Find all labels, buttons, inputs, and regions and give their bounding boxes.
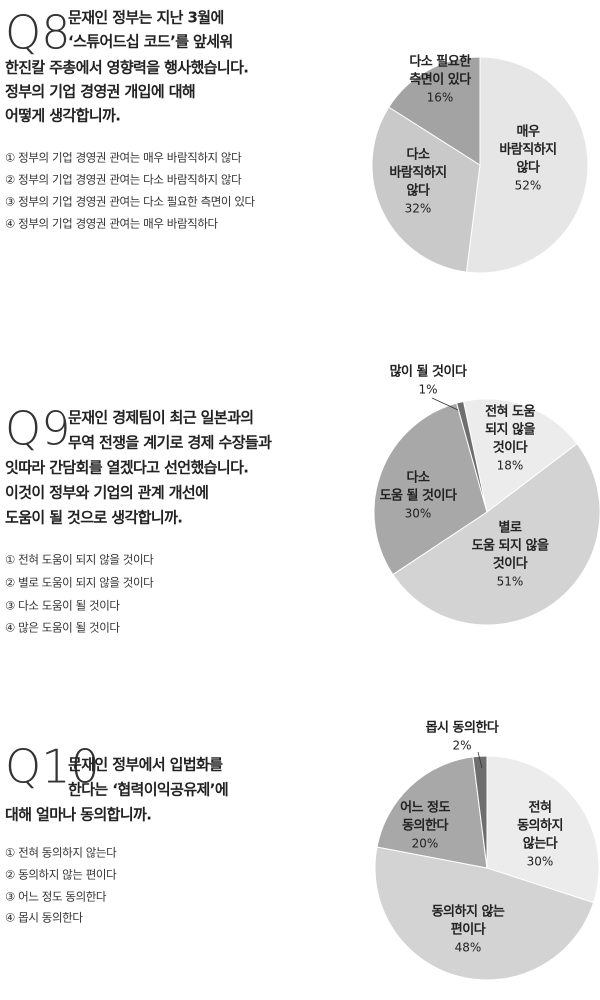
slice-label: 다소 <box>407 147 430 163</box>
slice-label: 어느 정도 <box>400 800 450 816</box>
question-line: 도움이 될 것으로 생각합니까. <box>5 509 182 527</box>
slice-label: 많이 될 것이다 <box>390 364 467 380</box>
question-line: 어떻게 생각합니까. <box>5 107 120 125</box>
slice-label: 전혀 도움 <box>485 404 535 420</box>
question-line: 무역 전쟁을 계기로 경제 수장들과 <box>68 434 272 452</box>
slice-label: 다소 필요한 <box>409 54 471 70</box>
slice-label: 않다 <box>407 183 430 199</box>
leader-line <box>477 751 483 769</box>
answer-option: ④ 정부의 기업 경영권 관여는 매우 바람직하다 <box>5 217 219 231</box>
question-line: ‘스튜어드십 코드’를 앞세워 <box>68 33 233 51</box>
answer-option: ① 전혀 동의하지 않는다 <box>5 846 117 860</box>
slice-value-label: 52% <box>515 179 542 193</box>
slice-label: 동의하지 <box>517 818 563 834</box>
slice-label: 편이다 <box>451 922 486 938</box>
slice-label: 몹시 동의한다 <box>426 720 499 736</box>
question-line: 이것이 정부와 기업의 관계 개선에 <box>5 484 208 502</box>
pie-slice <box>392 442 600 626</box>
answer-option: ② 별로 도움이 되지 않을 것이다 <box>5 576 154 590</box>
pie-slice <box>462 398 578 513</box>
answer-option: ③ 정부의 기업 경영권 관여는 다소 필요한 측면이 있다 <box>5 195 256 209</box>
slice-label: 않는다 <box>523 836 558 852</box>
slice-label: 도움 되지 않을 <box>472 538 549 554</box>
question-number: Q9 <box>5 402 70 456</box>
slice-label: 않다 <box>517 160 540 176</box>
pie-slice <box>374 846 595 981</box>
answer-option: ② 동의하지 않는 편이다 <box>5 868 117 882</box>
question-line: 정부의 기업 경영권 개입에 대해 <box>5 83 195 101</box>
answer-option: ① 전혀 도움이 되지 않을 것이다 <box>5 553 154 567</box>
slice-label: 되지 않을 <box>485 422 535 438</box>
slice-label: 것이다 <box>493 556 528 572</box>
slice-value-label: 32% <box>405 202 432 216</box>
pie-slice <box>465 56 589 274</box>
slice-value-label: 48% <box>455 941 482 955</box>
question-line: 문재인 정부에서 입법화를 <box>68 756 223 774</box>
slice-value-label: 20% <box>412 837 439 851</box>
question-line: 한다는 ‘협력이익공유제’에 <box>68 781 228 799</box>
slice-value-label: 16% <box>427 91 454 105</box>
answer-option: ③ 다소 도움이 될 것이다 <box>5 599 120 613</box>
slice-label: 바람직하지 <box>499 142 556 158</box>
leader-line <box>431 397 459 411</box>
pie-slice <box>376 756 488 869</box>
answer-option: ① 정부의 기업 경영권 관여는 매우 바람직하지 않다 <box>5 151 242 165</box>
slice-value-label: 2% <box>452 739 471 753</box>
slice-label: 전혀 <box>529 800 552 816</box>
slice-value-label: 51% <box>497 575 524 589</box>
question-line: 대해 얼마나 동의합니까. <box>5 806 151 824</box>
slice-label: 별로 <box>499 520 522 536</box>
question-line: 잇따라 간담회를 열겠다고 선언했습니다. <box>5 459 248 477</box>
answer-option: ② 정부의 기업 경영권 관여는 다소 바람직하지 않다 <box>5 173 242 187</box>
pie-slice <box>486 755 600 904</box>
slice-value-label: 18% <box>497 459 524 473</box>
pie-slice <box>388 56 481 166</box>
pie-slice <box>472 755 488 869</box>
slice-label: 동의하지 않는 <box>432 904 505 920</box>
slice-label: 도움 될 것이다 <box>380 488 457 504</box>
question-number: Q8 <box>5 6 70 60</box>
answer-option: ③ 어느 정도 동의한다 <box>5 890 107 904</box>
question-line: 한진칼 주총에서 영향력을 행사했습니다. <box>5 59 248 77</box>
answer-option: ④ 몹시 동의한다 <box>5 911 83 925</box>
slice-label: 것이다 <box>493 440 528 456</box>
slice-label: 측면이 있다 <box>409 72 471 88</box>
question-line: 문재인 정부는 지난 3월에 <box>68 9 224 27</box>
pie-slice <box>373 402 488 576</box>
question-line: 문재인 경제팀이 최근 일본과의 <box>68 409 253 427</box>
slice-value-label: 1% <box>418 383 437 397</box>
question-number: Q10 <box>5 740 100 794</box>
slice-label: 바람직하지 <box>389 165 446 181</box>
slice-label: 동의한다 <box>402 818 448 834</box>
slice-label: 다소 <box>407 470 430 486</box>
slice-label: 매우 <box>517 125 540 140</box>
answer-option: ④ 많은 도움이 될 것이다 <box>5 621 120 635</box>
pie-slice <box>455 400 488 513</box>
slice-value-label: 30% <box>527 855 554 869</box>
slice-value-label: 30% <box>405 507 432 521</box>
